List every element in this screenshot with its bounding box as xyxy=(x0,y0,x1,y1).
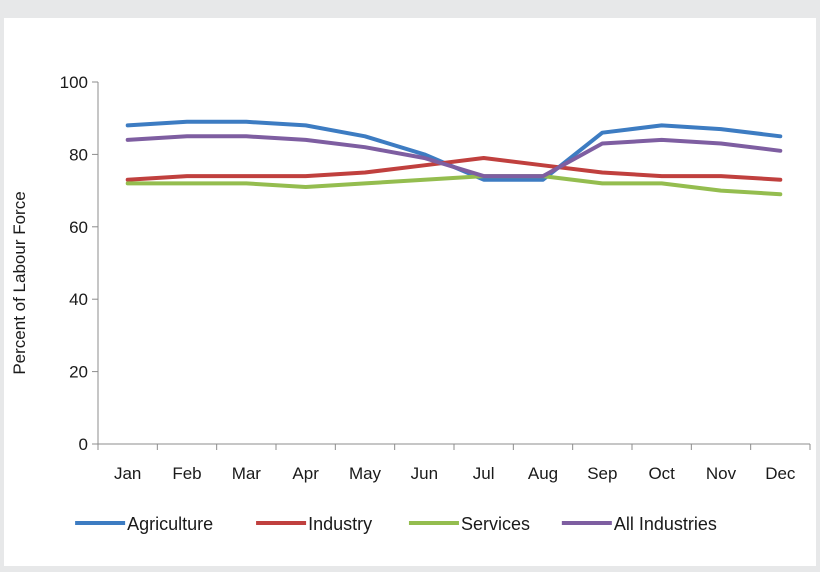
axes: 0 20 40 60 80 100 Jan Feb Mar Apr May Jun Jul Aug Sep O… xyxy=(60,73,811,483)
y-tick-label: 20 xyxy=(69,363,88,382)
x-tick-label: Nov xyxy=(706,464,737,483)
x-tick-label: Sep xyxy=(587,464,617,483)
y-tick-label: 80 xyxy=(69,145,88,164)
legend-label: Services xyxy=(461,514,530,534)
x-tick-label: Jul xyxy=(473,464,495,483)
legend-label: Agriculture xyxy=(127,514,213,534)
series-line-industry xyxy=(125,156,783,182)
x-tick-label: Oct xyxy=(648,464,675,483)
y-tick-label: 0 xyxy=(79,435,88,454)
x-tick-label: Aug xyxy=(528,464,558,483)
series-line-agriculture xyxy=(125,119,783,182)
legend-label: Industry xyxy=(308,514,372,534)
x-tick-label: Feb xyxy=(172,464,201,483)
legend-item: Services xyxy=(408,514,530,534)
series-line-services xyxy=(125,174,783,197)
legend-item: Industry xyxy=(256,514,372,534)
legend-item: All Industries xyxy=(561,514,717,534)
series-line-all-industries xyxy=(125,134,783,179)
x-tick-label: May xyxy=(349,464,382,483)
x-tick-label: Apr xyxy=(292,464,319,483)
x-tick-label: Jun xyxy=(411,464,438,483)
legend: Agriculture Industry Services All Industrie… xyxy=(75,514,717,534)
x-tick-label: Dec xyxy=(765,464,796,483)
y-tick-label: 100 xyxy=(60,73,88,92)
y-tick-label: 40 xyxy=(69,290,88,309)
line-chart: 0 20 40 60 80 100 Jan Feb Mar Apr May Jun Jul Aug Sep O… xyxy=(10,73,811,534)
y-tick-label: 60 xyxy=(69,218,88,237)
legend-label: All Industries xyxy=(614,514,717,534)
x-tick-label: Jan xyxy=(114,464,141,483)
chart-area: 0 20 40 60 80 100 Jan Feb Mar Apr May Jun Jul Aug Sep O… xyxy=(4,18,816,566)
series-lines xyxy=(125,119,783,197)
legend-item: Agriculture xyxy=(75,514,213,534)
x-tick-label: Mar xyxy=(232,464,262,483)
y-axis-label: Percent of Labour Force xyxy=(10,191,29,374)
